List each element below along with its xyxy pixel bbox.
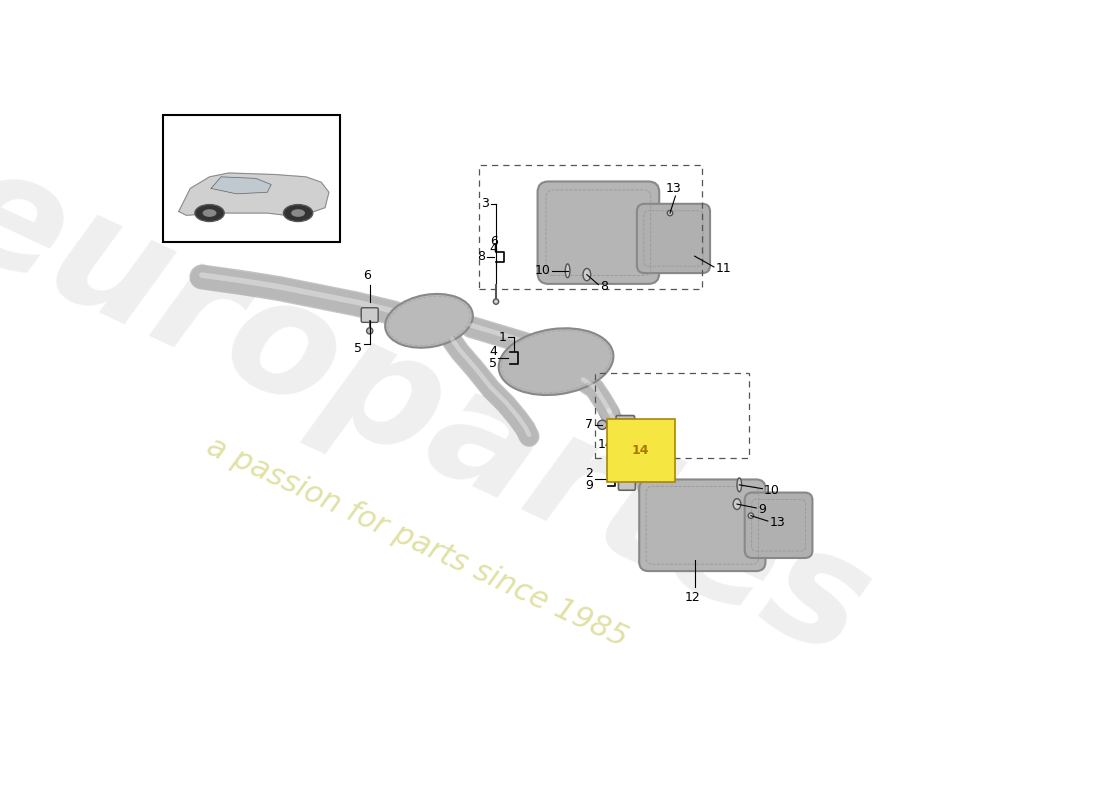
FancyBboxPatch shape xyxy=(639,479,766,571)
Text: 14: 14 xyxy=(598,438,614,450)
FancyBboxPatch shape xyxy=(361,308,378,322)
FancyBboxPatch shape xyxy=(618,467,636,490)
Text: 1: 1 xyxy=(499,330,507,343)
Ellipse shape xyxy=(733,498,741,510)
Text: 9: 9 xyxy=(585,479,593,492)
Text: europartes: europartes xyxy=(0,132,892,691)
Text: 3: 3 xyxy=(481,198,490,210)
Text: 9: 9 xyxy=(758,503,766,516)
FancyBboxPatch shape xyxy=(616,415,635,440)
FancyBboxPatch shape xyxy=(538,182,659,284)
Polygon shape xyxy=(211,177,271,194)
Text: 14: 14 xyxy=(632,444,649,457)
Text: 8: 8 xyxy=(477,250,485,263)
Ellipse shape xyxy=(366,328,373,334)
Text: 2: 2 xyxy=(585,467,593,480)
Ellipse shape xyxy=(668,210,673,216)
Ellipse shape xyxy=(748,513,754,518)
Ellipse shape xyxy=(385,294,473,348)
Text: 6: 6 xyxy=(490,234,497,248)
Ellipse shape xyxy=(195,205,224,222)
Ellipse shape xyxy=(737,478,741,492)
Polygon shape xyxy=(178,173,329,215)
Ellipse shape xyxy=(284,205,312,222)
Text: 8: 8 xyxy=(600,280,608,293)
Text: 7: 7 xyxy=(585,418,593,431)
Ellipse shape xyxy=(597,420,607,430)
Text: 5: 5 xyxy=(354,342,362,355)
Text: 4: 4 xyxy=(488,345,497,358)
Text: 10: 10 xyxy=(763,484,780,497)
Text: 4: 4 xyxy=(490,242,497,254)
FancyBboxPatch shape xyxy=(637,204,711,273)
Bar xyxy=(163,115,341,242)
FancyBboxPatch shape xyxy=(745,493,813,558)
Ellipse shape xyxy=(493,299,498,304)
Ellipse shape xyxy=(292,209,305,217)
Ellipse shape xyxy=(202,209,217,217)
Ellipse shape xyxy=(583,269,591,281)
Text: 11: 11 xyxy=(715,262,732,275)
Text: 13: 13 xyxy=(666,182,681,194)
Ellipse shape xyxy=(565,264,570,278)
Bar xyxy=(594,373,748,458)
Text: 13: 13 xyxy=(769,516,785,529)
Text: 5: 5 xyxy=(488,358,497,370)
Text: 10: 10 xyxy=(535,264,551,278)
Text: a passion for parts since 1985: a passion for parts since 1985 xyxy=(202,432,632,653)
Text: 12: 12 xyxy=(684,591,701,604)
Ellipse shape xyxy=(498,328,614,395)
Bar xyxy=(480,166,703,289)
Text: 6: 6 xyxy=(363,270,372,282)
